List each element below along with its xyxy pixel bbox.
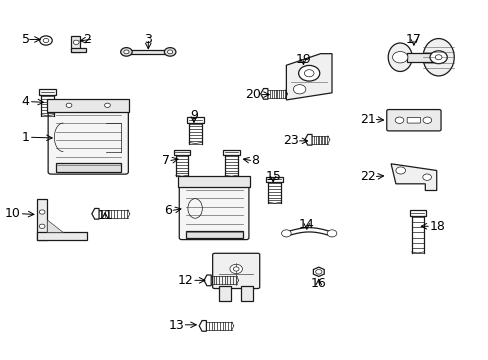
Bar	[185, 231, 242, 238]
Circle shape	[164, 48, 176, 56]
Ellipse shape	[387, 43, 411, 72]
Text: 18: 18	[428, 220, 444, 233]
FancyBboxPatch shape	[266, 177, 282, 182]
Bar	[37, 199, 47, 240]
Text: 16: 16	[310, 277, 326, 290]
Text: 22: 22	[359, 170, 375, 183]
Circle shape	[394, 117, 403, 123]
Text: 4: 4	[22, 95, 30, 108]
Text: 12: 12	[178, 274, 194, 287]
Circle shape	[392, 51, 407, 63]
Text: 15: 15	[264, 170, 281, 183]
FancyBboxPatch shape	[173, 149, 190, 155]
Circle shape	[429, 51, 447, 64]
Text: 17: 17	[405, 33, 421, 46]
FancyBboxPatch shape	[48, 100, 128, 174]
Text: 5: 5	[21, 33, 30, 46]
FancyBboxPatch shape	[409, 210, 425, 216]
Circle shape	[123, 50, 129, 54]
Bar	[71, 48, 86, 52]
Text: 8: 8	[251, 154, 259, 167]
Text: 3: 3	[144, 33, 152, 46]
Circle shape	[326, 230, 336, 237]
Circle shape	[298, 66, 319, 81]
Circle shape	[304, 70, 313, 77]
FancyBboxPatch shape	[212, 253, 259, 288]
Circle shape	[422, 174, 430, 180]
Bar	[178, 176, 249, 187]
Ellipse shape	[422, 39, 453, 76]
Circle shape	[40, 36, 52, 45]
Bar	[219, 286, 231, 301]
Circle shape	[66, 103, 72, 107]
Circle shape	[395, 167, 405, 174]
Circle shape	[73, 40, 79, 44]
Circle shape	[281, 230, 290, 237]
Text: 19: 19	[295, 53, 311, 66]
FancyBboxPatch shape	[39, 89, 56, 95]
Polygon shape	[92, 208, 99, 219]
Circle shape	[39, 210, 45, 214]
FancyBboxPatch shape	[386, 109, 440, 131]
Polygon shape	[260, 89, 267, 99]
Text: 11: 11	[97, 209, 113, 222]
Text: 7: 7	[162, 154, 169, 167]
Circle shape	[43, 39, 49, 42]
Text: 2: 2	[82, 33, 90, 46]
Circle shape	[121, 48, 132, 56]
Text: 1: 1	[22, 131, 30, 144]
Text: 9: 9	[190, 109, 198, 122]
Bar	[407, 53, 435, 62]
Polygon shape	[203, 275, 211, 286]
Text: 10: 10	[5, 207, 21, 220]
Bar	[47, 99, 129, 112]
Circle shape	[39, 224, 45, 228]
Polygon shape	[286, 54, 331, 100]
Bar	[126, 50, 170, 54]
Text: 20: 20	[245, 88, 261, 101]
Circle shape	[315, 270, 321, 274]
Polygon shape	[304, 134, 311, 145]
Circle shape	[233, 267, 239, 271]
Circle shape	[104, 103, 110, 107]
Polygon shape	[199, 320, 206, 331]
Bar	[37, 233, 87, 240]
FancyBboxPatch shape	[187, 117, 203, 122]
Text: 13: 13	[168, 319, 184, 332]
Text: 23: 23	[282, 134, 298, 147]
FancyBboxPatch shape	[407, 117, 420, 123]
FancyBboxPatch shape	[223, 149, 239, 155]
Bar	[56, 163, 121, 172]
Bar	[71, 36, 80, 52]
Polygon shape	[390, 164, 436, 190]
Circle shape	[229, 264, 242, 274]
FancyBboxPatch shape	[179, 177, 248, 240]
Text: 14: 14	[298, 218, 314, 231]
Bar	[241, 286, 252, 301]
Polygon shape	[47, 220, 63, 233]
Circle shape	[434, 55, 441, 60]
Circle shape	[293, 85, 305, 94]
Circle shape	[167, 50, 172, 54]
Text: 21: 21	[359, 113, 375, 126]
Circle shape	[422, 117, 431, 123]
Text: 6: 6	[164, 204, 172, 217]
